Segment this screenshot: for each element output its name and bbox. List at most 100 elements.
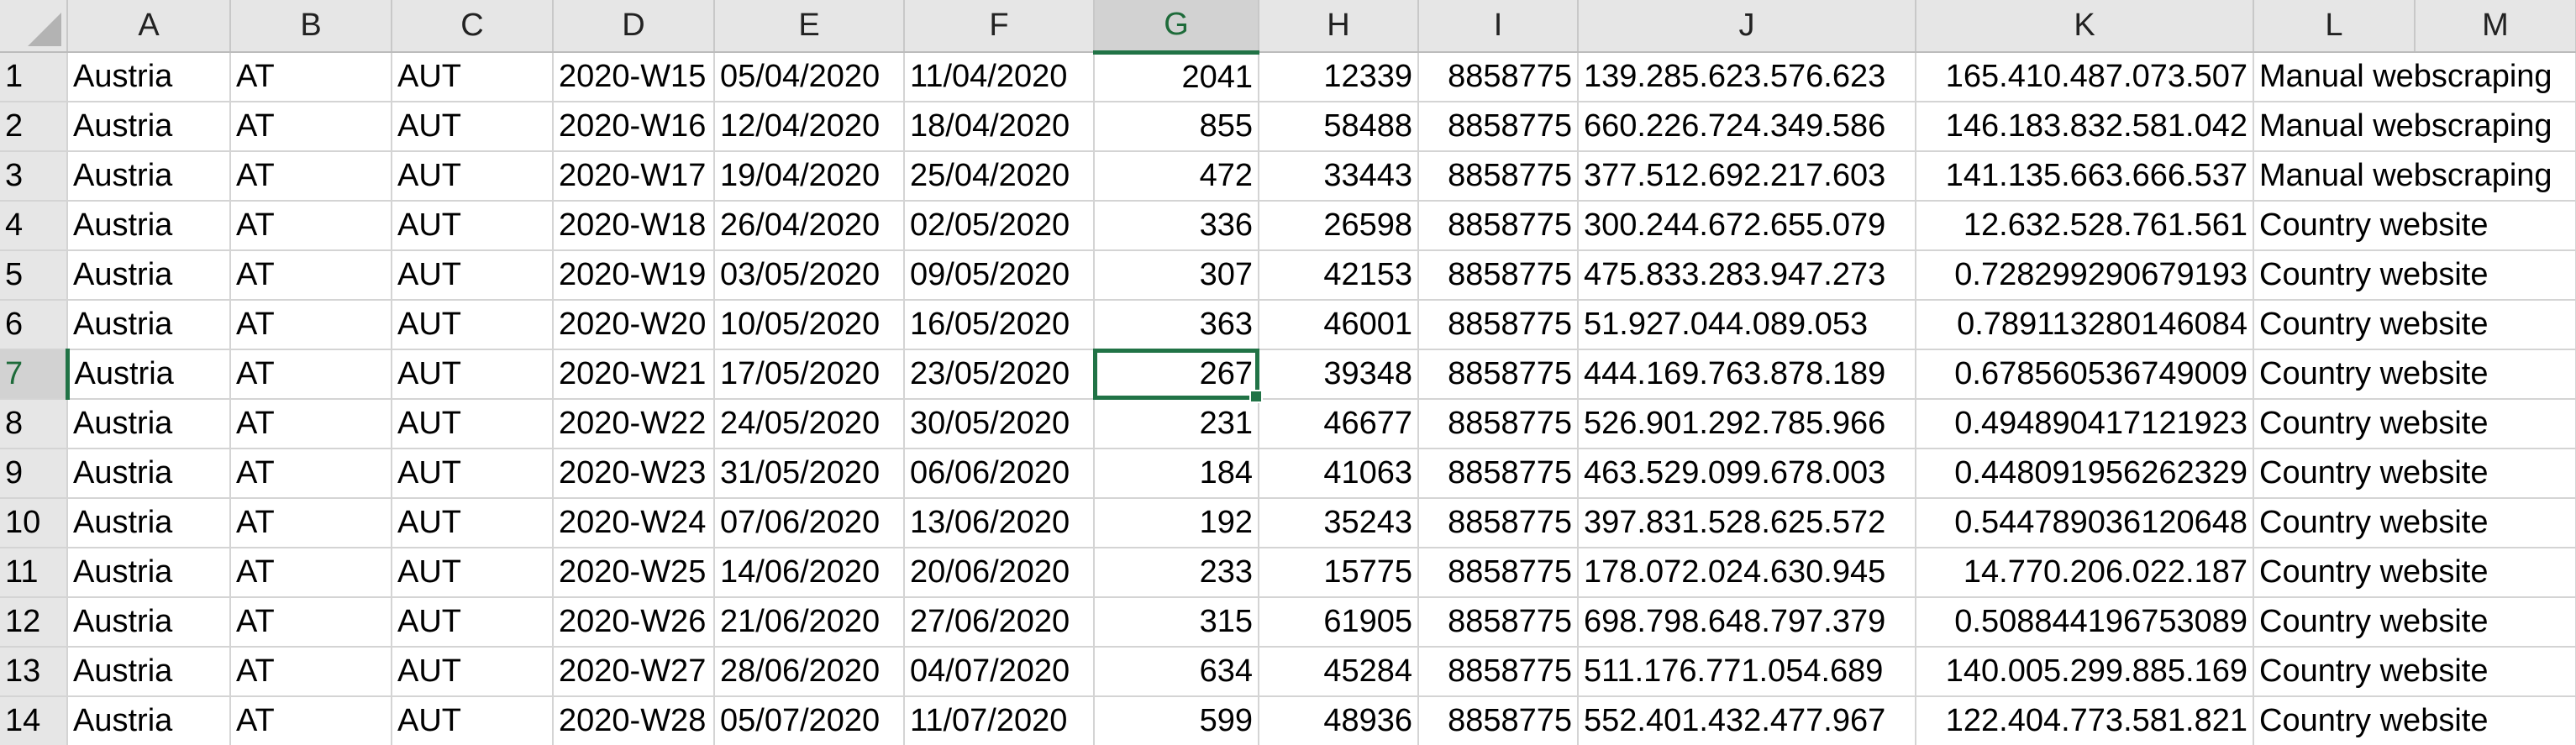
cell-c1[interactable]: AUT bbox=[392, 52, 554, 102]
cell-e9[interactable]: 31/05/2020 bbox=[714, 449, 905, 499]
cell-j13[interactable]: 511.176.771.054.689 bbox=[1578, 647, 1916, 697]
cell-h13[interactable]: 45284 bbox=[1259, 647, 1419, 697]
cell-d13[interactable]: 2020-W27 bbox=[553, 647, 715, 697]
cell-j4[interactable]: 300.244.672.655.079 bbox=[1578, 201, 1916, 251]
cell-l14[interactable]: Country website bbox=[2253, 696, 2576, 745]
cell-f2[interactable]: 18/04/2020 bbox=[904, 102, 1095, 152]
cell-d10[interactable]: 2020-W24 bbox=[553, 498, 715, 548]
cell-e12[interactable]: 21/06/2020 bbox=[714, 597, 905, 648]
cell-g9[interactable]: 184 bbox=[1094, 449, 1259, 499]
cell-b3[interactable]: AT bbox=[230, 151, 392, 202]
column-header-e[interactable]: E bbox=[714, 0, 905, 53]
row-header[interactable]: 13 bbox=[0, 647, 68, 697]
cell-c11[interactable]: AUT bbox=[392, 548, 554, 598]
cell-g5[interactable]: 307 bbox=[1094, 250, 1259, 301]
cell-g10[interactable]: 192 bbox=[1094, 498, 1259, 548]
row-header[interactable]: 2 bbox=[0, 102, 68, 152]
cell-a1[interactable]: Austria bbox=[67, 52, 231, 102]
cell-a12[interactable]: Austria bbox=[67, 597, 231, 648]
column-header-b[interactable]: B bbox=[230, 0, 392, 53]
cell-i2[interactable]: 8858775 bbox=[1418, 102, 1579, 152]
cell-c2[interactable]: AUT bbox=[392, 102, 554, 152]
row-header[interactable]: 12 bbox=[0, 597, 68, 648]
cell-g3[interactable]: 472 bbox=[1094, 151, 1259, 202]
cell-i12[interactable]: 8858775 bbox=[1418, 597, 1579, 648]
cell-j2[interactable]: 660.226.724.349.586 bbox=[1578, 102, 1916, 152]
cell-e13[interactable]: 28/06/2020 bbox=[714, 647, 905, 697]
cell-h14[interactable]: 48936 bbox=[1259, 696, 1419, 745]
cell-g12[interactable]: 315 bbox=[1094, 597, 1259, 648]
cell-h6[interactable]: 46001 bbox=[1259, 300, 1419, 350]
cell-e4[interactable]: 26/04/2020 bbox=[714, 201, 905, 251]
column-header-d[interactable]: D bbox=[553, 0, 715, 53]
cell-i11[interactable]: 8858775 bbox=[1418, 548, 1579, 598]
cell-k3[interactable]: 141.135.663.666.537 bbox=[1916, 151, 2254, 202]
cell-h5[interactable]: 42153 bbox=[1259, 250, 1419, 301]
cell-f14[interactable]: 11/07/2020 bbox=[904, 696, 1095, 745]
cell-g8[interactable]: 231 bbox=[1094, 399, 1259, 449]
cell-f12[interactable]: 27/06/2020 bbox=[904, 597, 1095, 648]
row-header[interactable]: 7 bbox=[0, 349, 70, 400]
cell-a3[interactable]: Austria bbox=[67, 151, 231, 202]
cell-k13[interactable]: 140.005.299.885.169 bbox=[1916, 647, 2254, 697]
cell-b9[interactable]: AT bbox=[230, 449, 392, 499]
cell-b1[interactable]: AT bbox=[230, 52, 392, 102]
cell-c13[interactable]: AUT bbox=[392, 647, 554, 697]
column-header-f[interactable]: F bbox=[904, 0, 1095, 53]
cell-c9[interactable]: AUT bbox=[392, 449, 554, 499]
cell-d5[interactable]: 2020-W19 bbox=[553, 250, 715, 301]
cell-i9[interactable]: 8858775 bbox=[1418, 449, 1579, 499]
cell-a5[interactable]: Austria bbox=[67, 250, 231, 301]
cell-i14[interactable]: 8858775 bbox=[1418, 696, 1579, 745]
cell-l13[interactable]: Country website bbox=[2253, 647, 2576, 697]
cell-i3[interactable]: 8858775 bbox=[1418, 151, 1579, 202]
cell-k7[interactable]: 0.678560536749009 bbox=[1916, 349, 2254, 400]
row-header[interactable]: 11 bbox=[0, 548, 68, 598]
cell-k6[interactable]: 0.789113280146084 bbox=[1916, 300, 2254, 350]
cell-e3[interactable]: 19/04/2020 bbox=[714, 151, 905, 202]
cell-h10[interactable]: 35243 bbox=[1259, 498, 1419, 548]
cell-j11[interactable]: 178.072.024.630.945 bbox=[1578, 548, 1916, 598]
cell-d11[interactable]: 2020-W25 bbox=[553, 548, 715, 598]
cell-j6[interactable]: 51.927.044.089.053 bbox=[1578, 300, 1916, 350]
cell-a13[interactable]: Austria bbox=[67, 647, 231, 697]
cell-b12[interactable]: AT bbox=[230, 597, 392, 648]
cell-l5[interactable]: Country website bbox=[2253, 250, 2576, 301]
column-header-c[interactable]: C bbox=[392, 0, 554, 53]
cell-l8[interactable]: Country website bbox=[2253, 399, 2576, 449]
cell-g4[interactable]: 336 bbox=[1094, 201, 1259, 251]
cell-f9[interactable]: 06/06/2020 bbox=[904, 449, 1095, 499]
column-header-h[interactable]: H bbox=[1259, 0, 1419, 53]
cell-b4[interactable]: AT bbox=[230, 201, 392, 251]
cell-c6[interactable]: AUT bbox=[392, 300, 554, 350]
cell-e10[interactable]: 07/06/2020 bbox=[714, 498, 905, 548]
cell-h3[interactable]: 33443 bbox=[1259, 151, 1419, 202]
cell-b6[interactable]: AT bbox=[230, 300, 392, 350]
cell-l9[interactable]: Country website bbox=[2253, 449, 2576, 499]
row-header[interactable]: 8 bbox=[0, 399, 68, 449]
cell-g2[interactable]: 855 bbox=[1094, 102, 1259, 152]
cell-g11[interactable]: 233 bbox=[1094, 548, 1259, 598]
cell-k14[interactable]: 122.404.773.581.821 bbox=[1916, 696, 2254, 745]
cell-k9[interactable]: 0.448091956262329 bbox=[1916, 449, 2254, 499]
cell-d14[interactable]: 2020-W28 bbox=[553, 696, 715, 745]
cell-b10[interactable]: AT bbox=[230, 498, 392, 548]
cell-c10[interactable]: AUT bbox=[392, 498, 554, 548]
cell-f6[interactable]: 16/05/2020 bbox=[904, 300, 1095, 350]
cell-c4[interactable]: AUT bbox=[392, 201, 554, 251]
cell-h8[interactable]: 46677 bbox=[1259, 399, 1419, 449]
cell-f13[interactable]: 04/07/2020 bbox=[904, 647, 1095, 697]
cell-k2[interactable]: 146.183.832.581.042 bbox=[1916, 102, 2254, 152]
cell-k12[interactable]: 0.508844196753089 bbox=[1916, 597, 2254, 648]
cell-a7[interactable]: Austria bbox=[67, 349, 231, 400]
cell-k8[interactable]: 0.494890417121923 bbox=[1916, 399, 2254, 449]
cell-l6[interactable]: Country website bbox=[2253, 300, 2576, 350]
cell-k5[interactable]: 0.728299290679193 bbox=[1916, 250, 2254, 301]
column-header-m[interactable]: M bbox=[2415, 0, 2576, 53]
row-header[interactable]: 6 bbox=[0, 300, 68, 350]
cell-j8[interactable]: 526.901.292.785.966 bbox=[1578, 399, 1916, 449]
cell-c12[interactable]: AUT bbox=[392, 597, 554, 648]
column-header-j[interactable]: J bbox=[1578, 0, 1916, 53]
cell-e14[interactable]: 05/07/2020 bbox=[714, 696, 905, 745]
cell-j3[interactable]: 377.512.692.217.603 bbox=[1578, 151, 1916, 202]
